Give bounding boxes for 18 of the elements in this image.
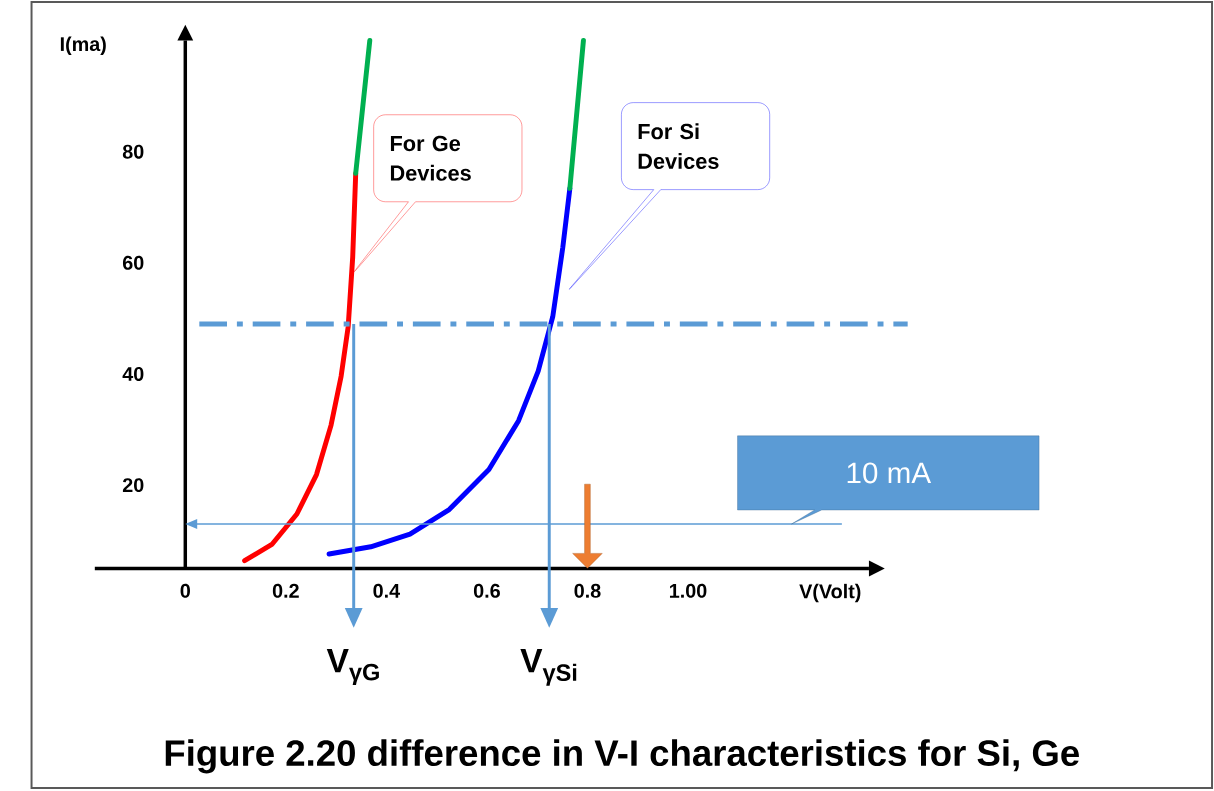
y-tick-label: 40 bbox=[122, 367, 144, 381]
annotation: For Ge Devices bbox=[390, 135, 471, 181]
y-tick-label: 20 bbox=[122, 478, 144, 493]
x-tick-label: 0.4 bbox=[373, 583, 401, 598]
ref-line-label: 10 mA bbox=[847, 462, 932, 484]
x-axis-title: V(Volt) bbox=[799, 583, 861, 603]
x-tick-label: 1.00 bbox=[669, 583, 707, 598]
ref-line-label: V$_{γG}$ bbox=[326, 649, 379, 686]
annotation: For Si Devices bbox=[638, 123, 719, 169]
y-axis-title: I(ma) bbox=[60, 36, 106, 56]
y-tick-label: 80 bbox=[122, 144, 144, 159]
x-tick-label: 0.2 bbox=[272, 583, 299, 598]
y-tick-label: 60 bbox=[122, 255, 144, 270]
x-tick-label: 0.6 bbox=[473, 583, 500, 598]
x-tick-label: 0 bbox=[180, 583, 190, 598]
text: Figure 2.20 difference in V-I characteristics for Si, Ge bbox=[165, 739, 1079, 774]
ref-line-label: V$_{γSi}$ bbox=[520, 649, 577, 686]
x-tick-label: 0.8 bbox=[574, 583, 601, 598]
